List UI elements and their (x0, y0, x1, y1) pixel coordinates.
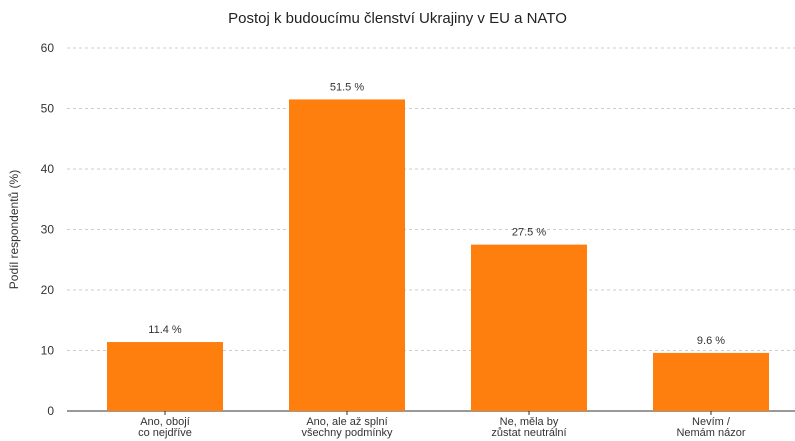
bar (107, 342, 223, 411)
x-tick-label: Ano, ale až splní (306, 416, 387, 428)
y-tick-label: 50 (41, 102, 55, 116)
y-tick-label: 10 (41, 344, 55, 358)
x-tick-label: Nevím / (692, 416, 731, 428)
y-tick-label: 60 (41, 41, 55, 55)
y-tick-label: 0 (47, 404, 54, 418)
data-label: 9.6 % (697, 335, 725, 347)
x-tick-label: co nejdříve (138, 427, 192, 439)
y-tick-label: 20 (41, 283, 55, 297)
x-tick-label: všechny podmínky (301, 427, 393, 439)
chart-title: Postoj k budoucímu členství Ukrajiny v E… (228, 10, 567, 27)
bar (289, 99, 405, 412)
x-tick-label: Ne, měla by (500, 416, 559, 428)
bar (471, 244, 587, 411)
y-tick-label: 30 (41, 223, 55, 237)
data-label: 11.4 % (148, 324, 182, 336)
x-tick-label: Nemám názor (676, 427, 745, 439)
x-tick-label: Ano, obojí (140, 416, 190, 428)
data-label: 51.5 % (330, 81, 364, 93)
y-tick-label: 40 (41, 162, 55, 176)
data-label: 27.5 % (512, 227, 546, 239)
x-tick-label: zůstat neutrální (491, 427, 566, 439)
bar (653, 352, 769, 411)
y-axis-label: Podíl respondentů (%) (7, 170, 21, 289)
